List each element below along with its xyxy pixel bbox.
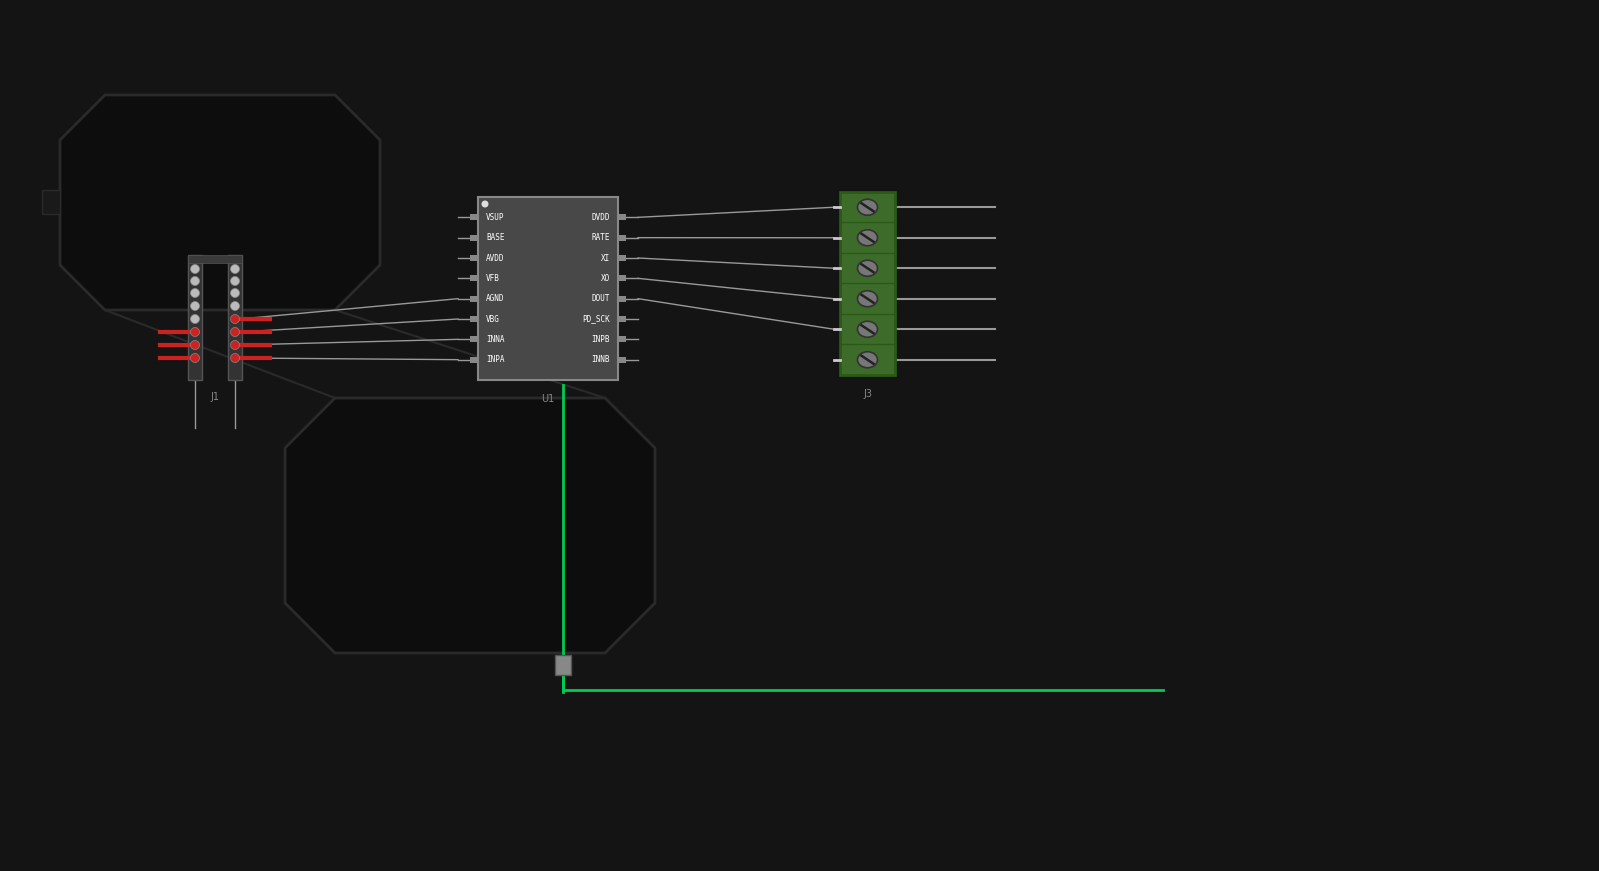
Circle shape (230, 341, 240, 349)
Bar (617, 316, 625, 322)
Ellipse shape (857, 260, 878, 276)
Circle shape (190, 265, 200, 273)
Circle shape (190, 341, 200, 349)
Bar (470, 255, 478, 261)
Text: INNB: INNB (592, 355, 609, 364)
Circle shape (190, 288, 200, 298)
Circle shape (230, 265, 240, 273)
Bar (555, 655, 571, 675)
Bar (839, 192, 895, 375)
Bar (470, 316, 478, 322)
Bar (617, 295, 625, 301)
Circle shape (190, 354, 200, 362)
Circle shape (230, 327, 240, 336)
Bar (617, 336, 625, 342)
Circle shape (230, 354, 240, 362)
Circle shape (230, 276, 240, 286)
Bar (478, 197, 617, 380)
Bar (617, 214, 625, 220)
Text: XO: XO (601, 273, 609, 283)
Bar (42, 190, 61, 214)
Text: DVDD: DVDD (592, 213, 609, 222)
Circle shape (190, 276, 200, 286)
Circle shape (230, 314, 240, 323)
Bar (617, 255, 625, 261)
Bar (470, 214, 478, 220)
Text: INPA: INPA (486, 355, 505, 364)
Bar (189, 255, 241, 263)
Text: AGND: AGND (486, 294, 505, 303)
Text: XI: XI (601, 253, 609, 262)
Text: RATE: RATE (592, 233, 609, 242)
Text: DOUT: DOUT (592, 294, 609, 303)
Circle shape (230, 288, 240, 298)
Circle shape (190, 301, 200, 310)
Text: VBG: VBG (486, 314, 500, 323)
Text: INPB: INPB (592, 334, 609, 344)
Polygon shape (285, 398, 656, 653)
Ellipse shape (857, 230, 878, 246)
Text: VFB: VFB (486, 273, 500, 283)
Bar (617, 275, 625, 281)
Ellipse shape (857, 321, 878, 337)
Bar (189, 255, 201, 380)
Text: U1: U1 (542, 394, 555, 404)
Ellipse shape (857, 352, 878, 368)
Circle shape (481, 200, 489, 207)
Bar (617, 356, 625, 362)
Bar (229, 255, 241, 380)
Ellipse shape (857, 199, 878, 215)
Text: BASE: BASE (486, 233, 505, 242)
Circle shape (190, 314, 200, 323)
Ellipse shape (857, 291, 878, 307)
Text: AVDD: AVDD (486, 253, 505, 262)
Bar (470, 234, 478, 240)
Circle shape (190, 327, 200, 336)
Bar (470, 356, 478, 362)
Text: PD_SCK: PD_SCK (582, 314, 609, 323)
Polygon shape (61, 95, 381, 310)
Text: VSUP: VSUP (486, 213, 505, 222)
Bar (470, 295, 478, 301)
Text: J1: J1 (211, 392, 219, 402)
Bar (617, 234, 625, 240)
Bar (470, 336, 478, 342)
Text: INNA: INNA (486, 334, 505, 344)
Bar (470, 275, 478, 281)
Text: J3: J3 (863, 389, 871, 399)
Circle shape (230, 301, 240, 310)
